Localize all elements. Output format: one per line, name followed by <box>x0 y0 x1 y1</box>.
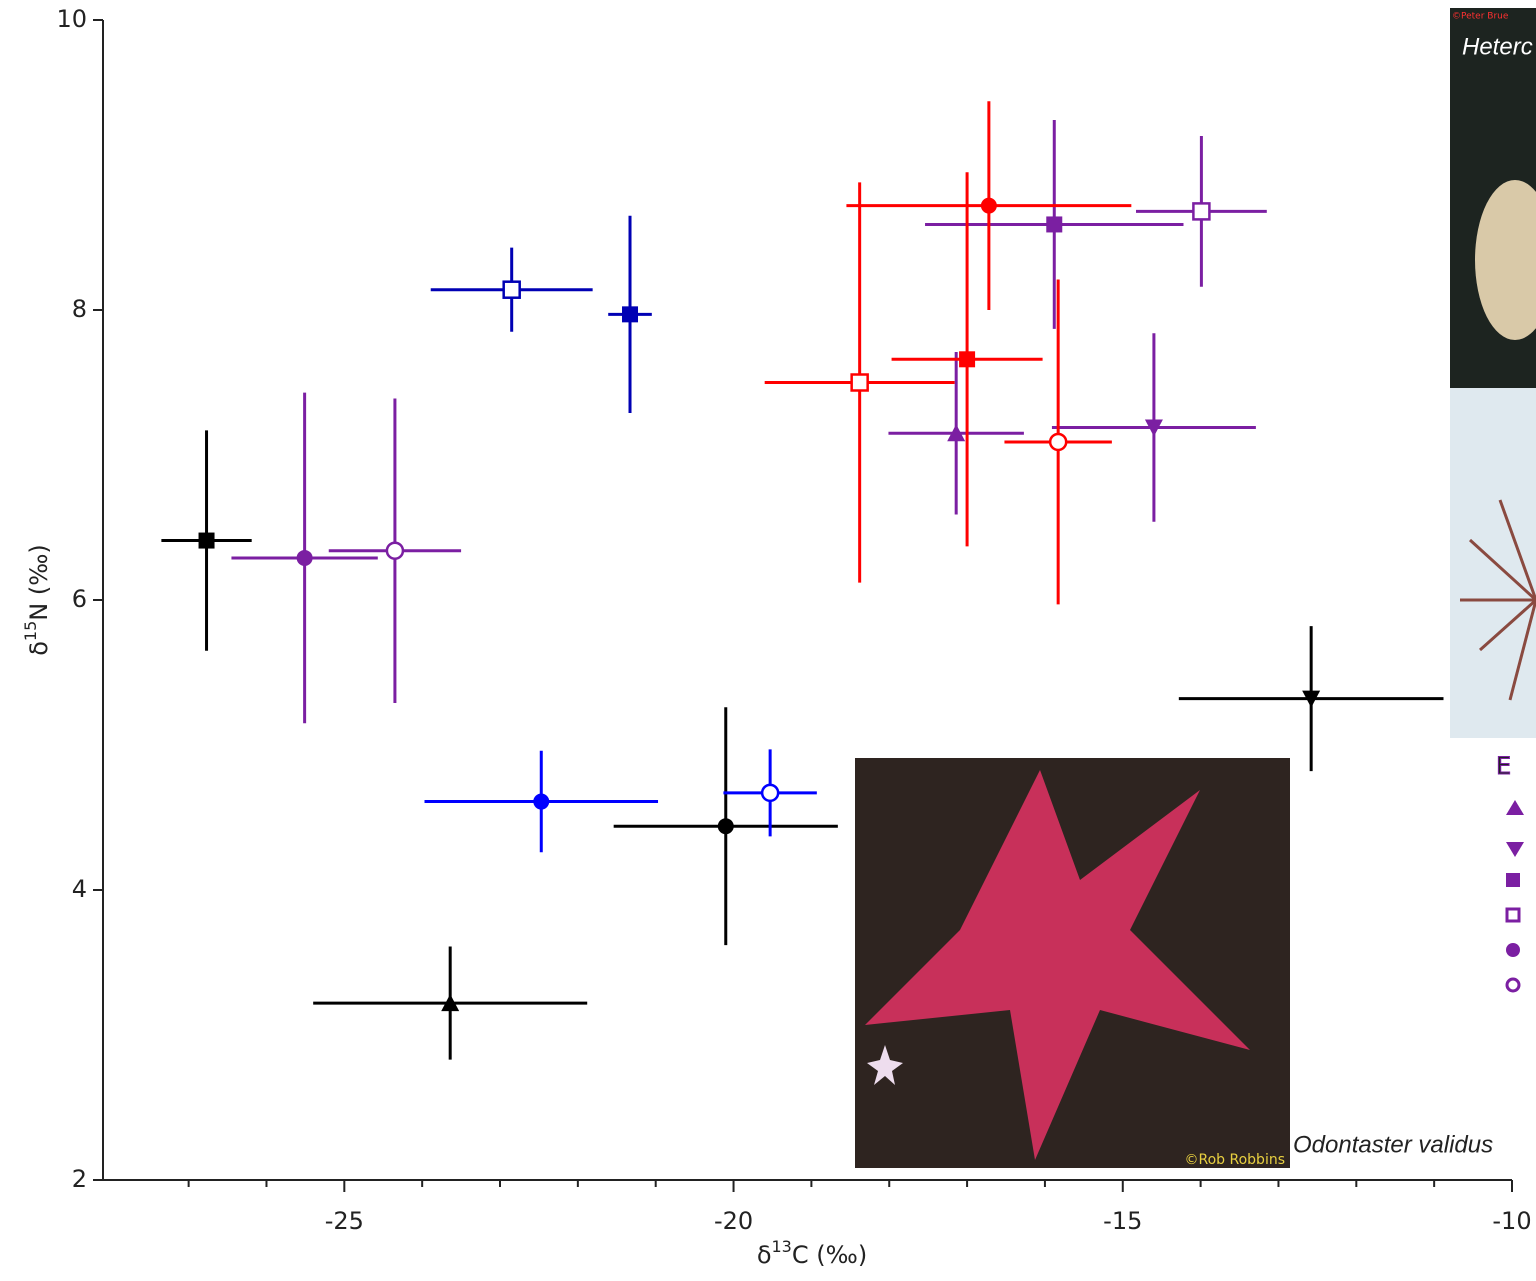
marker <box>502 280 521 299</box>
marker <box>947 424 966 442</box>
x-tick-label: -20 <box>714 1207 753 1235</box>
x-tick-label: -10 <box>1492 1207 1531 1235</box>
marker <box>198 532 215 549</box>
marker <box>959 351 976 368</box>
photo-label: Odontaster validus <box>1293 1131 1493 1158</box>
photo-credit: ©Peter Brue <box>1452 12 1509 22</box>
marker <box>1046 216 1063 233</box>
marker <box>622 306 639 323</box>
legend-text: E <box>1496 752 1511 780</box>
plot-area <box>161 101 1444 1060</box>
marker <box>1302 690 1321 708</box>
marker <box>1048 432 1068 452</box>
photo-middle <box>1450 388 1536 738</box>
marker <box>850 373 869 392</box>
marker <box>717 818 734 835</box>
photo-star: ©Rob Robbins Odontaster validus <box>855 758 1493 1168</box>
legend-fragment: E <box>1496 752 1524 993</box>
y-tick-label: 8 <box>72 295 87 323</box>
marker <box>441 994 460 1012</box>
photo-credit: ©Rob Robbins <box>1185 1152 1286 1168</box>
y-tick-label: 2 <box>72 1165 87 1193</box>
x-tick-label: -25 <box>325 1207 364 1235</box>
marker <box>296 549 313 566</box>
y-tick-label: 10 <box>56 5 87 33</box>
marker <box>760 783 780 803</box>
marker <box>980 197 997 214</box>
y-tick-label: 4 <box>72 875 87 903</box>
photo-label: Heterc <box>1462 33 1533 60</box>
x-tick-label: -15 <box>1103 1207 1142 1235</box>
y-axis-label: δ15N (‰) <box>21 544 54 656</box>
x-axis-label: δ13C (‰) <box>757 1237 867 1270</box>
photo-top: ©Peter Brue Heterc <box>1450 8 1536 388</box>
marker <box>1192 202 1211 221</box>
y-tick-label: 6 <box>72 585 87 613</box>
marker <box>1144 419 1163 437</box>
marker <box>385 541 405 560</box>
marker <box>533 793 550 810</box>
